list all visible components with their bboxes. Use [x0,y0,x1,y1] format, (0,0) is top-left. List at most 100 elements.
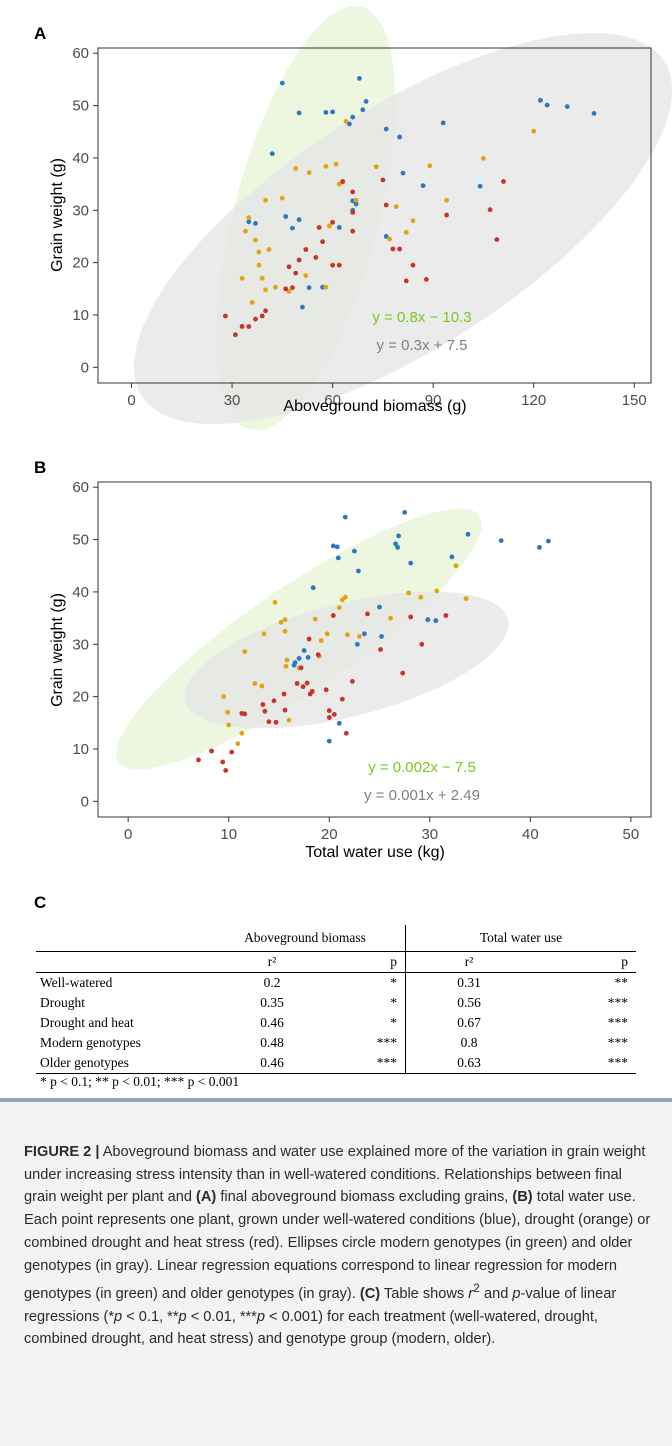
caption-ref: (B) [512,1189,533,1206]
chart-b: 0 10 20 30 40 50 0 10 20 30 40 50 60 Total water use … [49,479,652,861]
data-point [249,300,255,305]
data-point [326,715,332,720]
table-header-water: Total water use [479,930,563,945]
data-point [339,696,345,702]
data-point [365,611,370,617]
data-point [259,313,265,319]
data-point [306,285,312,291]
data-point [220,759,226,765]
panel-b-label: B [34,458,47,477]
table-cell: *** [339,1033,406,1053]
data-point [253,237,258,243]
data-point [420,183,426,189]
data-point [444,197,449,203]
data-point [279,195,285,201]
data-point [281,691,287,697]
data-point [242,711,248,717]
data-point [342,514,348,520]
data-point [350,228,356,234]
data-point [278,619,284,625]
data-point [309,689,315,694]
data-point [320,239,325,245]
table-subheader: p [532,951,636,973]
data-point [427,163,433,169]
table-row-label: Drought [40,995,85,1010]
table-cell: *** [607,1015,628,1030]
table-cell: * [339,1013,406,1033]
data-point [342,594,348,600]
data-point [293,270,299,276]
table-cell: 0.31 [457,975,481,990]
data-point [326,708,332,714]
data-point [263,287,268,293]
data-point [449,554,455,560]
older-genotype-ellipse [133,33,672,425]
y-tick-label: 50 [72,98,89,115]
data-point [396,533,401,539]
data-point [330,613,336,618]
data-point [538,97,543,103]
x-tick-label: 20 [321,826,338,843]
data-point [400,170,406,176]
data-point [293,166,299,171]
data-point [246,324,252,329]
data-point [310,585,316,591]
data-point [433,618,439,624]
table-cell: *** [607,995,628,1010]
x-tick-label: 10 [220,826,237,843]
data-point [303,273,309,279]
data-point [243,228,248,234]
data-point [330,543,336,549]
table-cell: ** [614,975,629,990]
caption-label: FIGURE 2 | [24,1144,100,1160]
regression-equation: y = 0.3x + 7.5 [377,337,468,354]
data-point [352,548,357,554]
y-tick-label: 30 [72,202,89,219]
data-point [336,262,342,268]
caption-text: total water use. Each point represents o… [24,1189,651,1303]
figure-caption: FIGURE 2 | Aboveground biomass and water… [24,1141,652,1351]
data-point [263,197,268,203]
data-point [360,107,366,113]
data-point [343,730,349,736]
data-point [388,615,393,621]
data-point [347,121,352,127]
x-tick-label: 120 [521,392,546,409]
x-tick-label: 30 [421,826,438,843]
data-point [383,234,389,239]
data-point [403,278,409,284]
data-point [259,275,265,281]
y-tick-label: 40 [72,584,89,601]
data-point [397,246,402,252]
data-point [324,631,330,637]
data-point [323,687,329,693]
data-point [350,210,356,215]
table-row-label: Modern genotypes [40,1035,141,1050]
data-point [229,749,235,755]
data-point [259,683,265,689]
data-point [273,719,279,725]
data-point [373,164,379,170]
data-point [246,215,252,221]
data-point [246,219,252,225]
caption-symbol: p [256,1308,265,1325]
data-point [290,285,295,291]
data-point [282,617,288,623]
table-footnote: * p < 0.1; ** p < 0.01; *** p < 0.001 [40,1074,240,1089]
y-tick-label: 50 [72,532,89,549]
data-point [350,114,356,120]
x-tick-label: 50 [623,826,640,843]
data-point [537,545,542,550]
table-cell: 0.46 [260,1015,284,1030]
data-point [266,719,272,725]
x-axis-label: Aboveground biomass (g) [283,398,466,415]
data-point [406,590,412,596]
data-point [318,638,324,643]
data-point [298,665,304,671]
y-tick-label: 60 [72,479,89,496]
table-subheader: r² [205,951,339,973]
data-point [283,214,289,219]
data-point [353,197,359,203]
data-point [273,284,278,290]
